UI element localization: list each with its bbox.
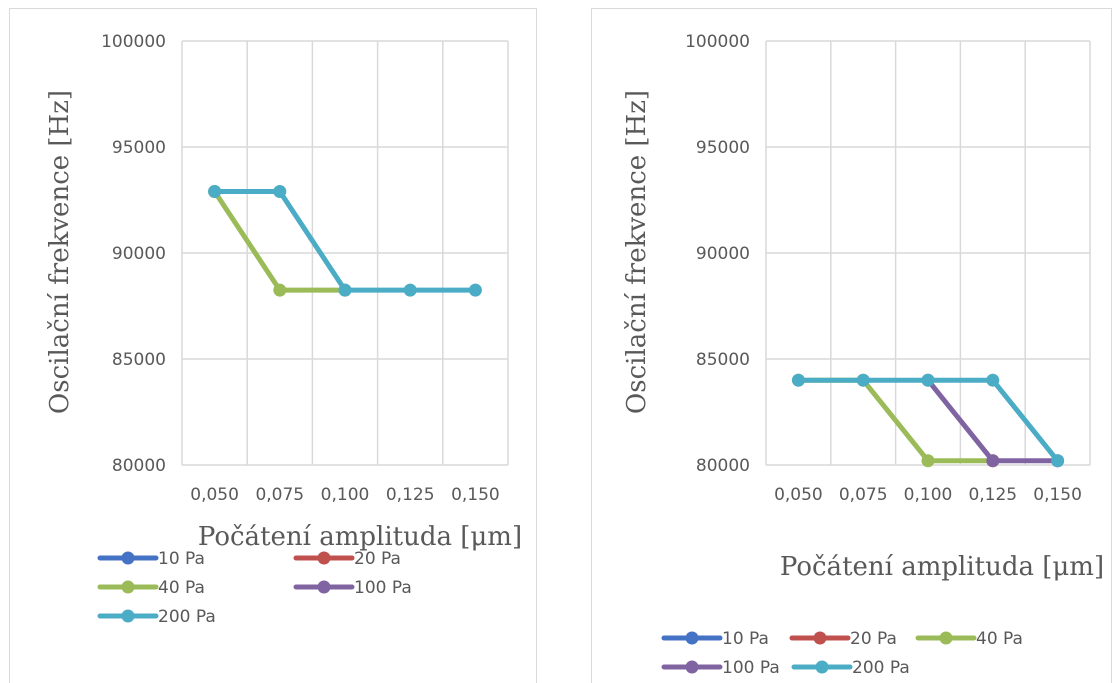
series-line: [925, 377, 1061, 464]
x-tick-label: 0,125: [386, 485, 435, 505]
chart-panel-left: [9, 8, 537, 683]
series-100-pa: [921, 373, 1065, 468]
legend-item: 200 Pa: [97, 607, 216, 627]
legend-label: 100 Pa: [722, 658, 780, 678]
legend-marker: [939, 631, 953, 645]
legend-label: 200 Pa: [158, 607, 216, 627]
y-tick-label: 90000: [696, 244, 750, 264]
x-tick-label: 0,125: [968, 485, 1017, 505]
x-tick-label: 0,150: [1033, 485, 1082, 505]
legend-item: 20 Pa: [789, 629, 897, 649]
legend-label: 20 Pa: [850, 629, 897, 649]
legend-label: 40 Pa: [158, 578, 205, 598]
y-tick-label: 90000: [112, 244, 166, 264]
legend-marker: [813, 631, 827, 645]
legend-marker: [317, 551, 331, 565]
y-tick-label: 80000: [112, 456, 166, 476]
x-tick-label: 0,100: [904, 485, 953, 505]
gridlines: [765, 40, 1091, 466]
legend-marker: [121, 580, 135, 594]
legend-label: 100 Pa: [354, 578, 412, 598]
legend-item: 200 Pa: [791, 658, 910, 678]
x-tick-label: 0,100: [321, 485, 370, 505]
chart-2: 80000 85000 90000 95000 100000 0,050 0,075 0,10…: [622, 32, 1104, 678]
legend-label: 40 Pa: [976, 629, 1023, 649]
x-tick-label: 0,050: [774, 485, 823, 505]
data-point: [338, 283, 352, 297]
legend-marker: [685, 631, 699, 645]
y-tick-label: 100000: [685, 32, 750, 52]
legend-item: 10 Pa: [661, 629, 769, 649]
legend-marker: [685, 660, 699, 674]
legend-item: 40 Pa: [97, 578, 205, 598]
data-point: [273, 185, 287, 199]
series-200-pa: [208, 185, 482, 297]
legend-label: 20 Pa: [354, 549, 401, 569]
data-point: [1051, 454, 1065, 468]
x-tick-label: 0,075: [255, 485, 304, 505]
y-tick-label: 95000: [696, 138, 750, 158]
data-point: [403, 283, 417, 297]
data-point: [856, 373, 870, 387]
y-tick-label: 80000: [696, 456, 750, 476]
data-point: [986, 454, 1000, 468]
y-tick-label: 95000: [112, 138, 166, 158]
series-line: [795, 377, 1061, 464]
x-tick-label: 0,075: [839, 485, 888, 505]
series-line: [212, 189, 348, 293]
legend-item: 40 Pa: [915, 629, 1023, 649]
x-axis-title: Počátení amplituda [μm]: [198, 522, 522, 552]
legend-item: 10 Pa: [97, 549, 205, 569]
y-axis-title: Oscilační frekvence [Hz]: [622, 90, 652, 414]
data-point: [921, 373, 935, 387]
data-point: [921, 454, 935, 468]
y-tick-label: 85000: [696, 350, 750, 370]
legend-marker: [121, 551, 135, 565]
y-tick-label: 100000: [101, 32, 166, 52]
series-40-pa: [208, 185, 352, 297]
legend-marker: [317, 580, 331, 594]
x-tick-label: 0,050: [190, 485, 239, 505]
legend-item: 100 Pa: [293, 578, 412, 598]
y-tick-label: 85000: [112, 350, 166, 370]
legend-marker: [121, 609, 135, 623]
legend-item: 100 Pa: [661, 658, 780, 678]
data-point: [791, 373, 805, 387]
data-point: [273, 283, 287, 297]
x-tick-label: 0,150: [451, 485, 500, 505]
data-point: [208, 185, 222, 199]
legend-label: 200 Pa: [852, 658, 910, 678]
legend-item: 20 Pa: [293, 549, 401, 569]
legend-label: 10 Pa: [722, 629, 769, 649]
data-point: [468, 283, 482, 297]
legend-label: 10 Pa: [158, 549, 205, 569]
y-axis-title: Oscilační frekvence [Hz]: [45, 90, 75, 414]
chart-1: 80000 85000 90000 95000 100000 0,050 0,075 0,10…: [45, 32, 522, 627]
series-line: [212, 189, 478, 293]
data-point: [986, 373, 1000, 387]
series-200-pa: [791, 373, 1065, 468]
legend-marker: [815, 660, 829, 674]
legend: 10 Pa 20 Pa 40 Pa 100 Pa 200 Pa: [97, 549, 412, 627]
gridlines: [181, 40, 509, 466]
x-axis-title: Počátení amplituda [μm]: [780, 552, 1104, 582]
legend: 10 Pa 20 Pa 40 Pa 100 Pa 200 Pa: [661, 629, 1023, 678]
